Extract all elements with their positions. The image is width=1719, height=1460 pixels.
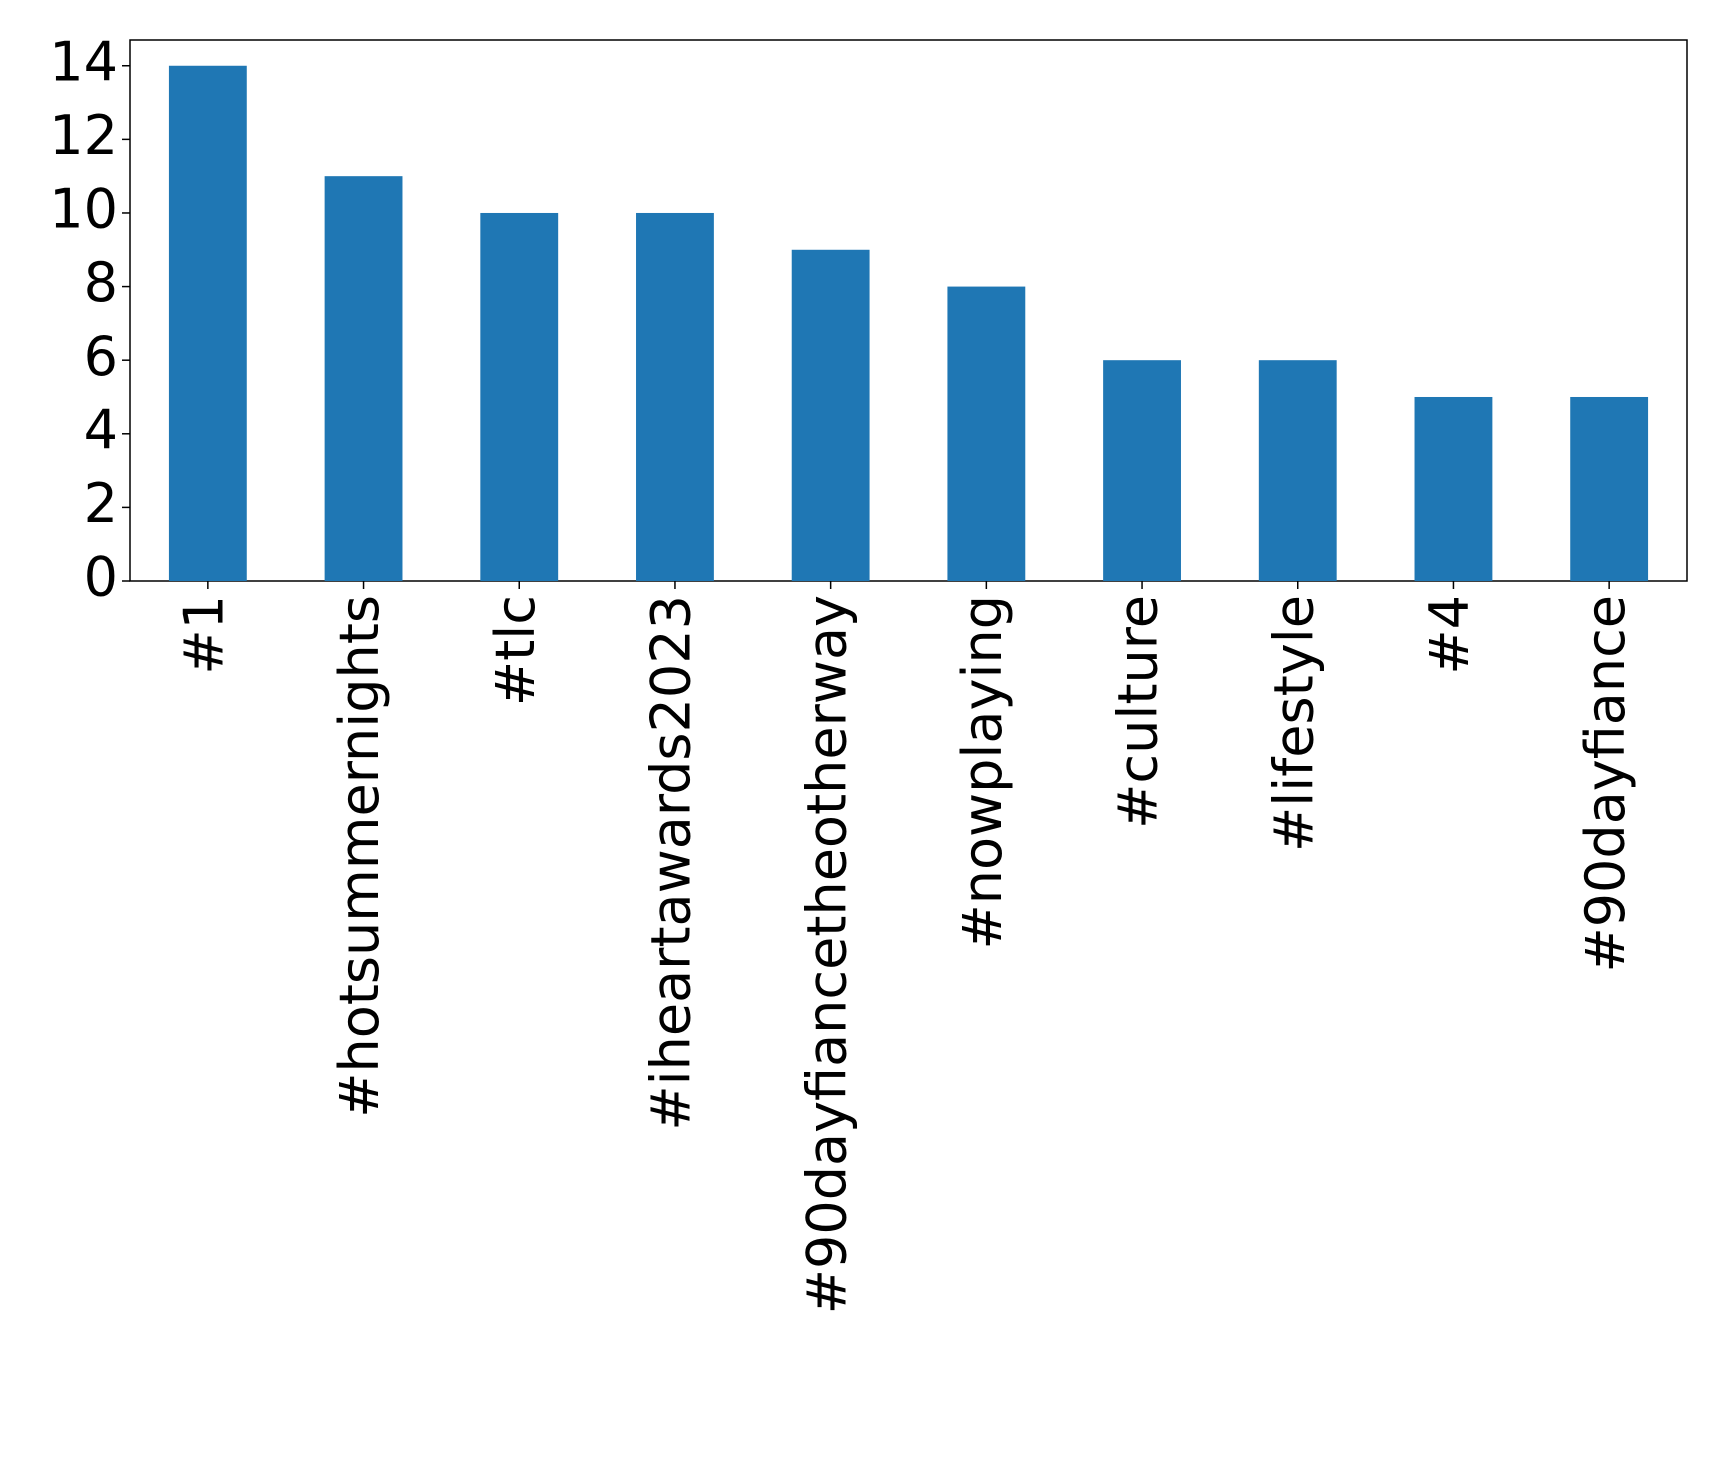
x-tick-label: #4 [1418, 595, 1481, 675]
x-tick-label: #tlc [484, 595, 547, 706]
y-tick-label: 10 [49, 178, 118, 241]
bar [480, 212, 559, 582]
bar [1103, 360, 1181, 581]
plot-frame [129, 39, 1688, 582]
x-tick-label: #lifestyle [1262, 595, 1325, 852]
y-tick-label: 14 [49, 30, 118, 93]
bar [168, 65, 247, 581]
x-tick-label: #90dayfiancetheotherway [795, 595, 858, 1314]
bar [947, 286, 1026, 581]
bar [1258, 360, 1337, 581]
x-tick-label: #nowplaying [951, 595, 1014, 950]
bar [636, 212, 714, 582]
bar [791, 249, 870, 581]
y-tick-label: 6 [84, 325, 118, 388]
x-tick-label: #iheartawards2023 [640, 595, 703, 1131]
bar [1570, 396, 1649, 581]
x-tick-label: #hotsummernights [328, 595, 391, 1118]
x-tick-label: #1 [172, 595, 235, 675]
y-tick-label: 0 [84, 546, 118, 609]
y-tick-label: 2 [84, 472, 118, 535]
bar [1414, 396, 1493, 581]
y-tick-label: 12 [49, 104, 118, 167]
x-tick-label: #culture [1107, 595, 1170, 829]
x-tick-label: #90dayfiance [1574, 595, 1637, 973]
y-tick-label: 4 [84, 398, 118, 461]
bar [324, 176, 403, 581]
y-tick-label: 8 [84, 251, 118, 314]
